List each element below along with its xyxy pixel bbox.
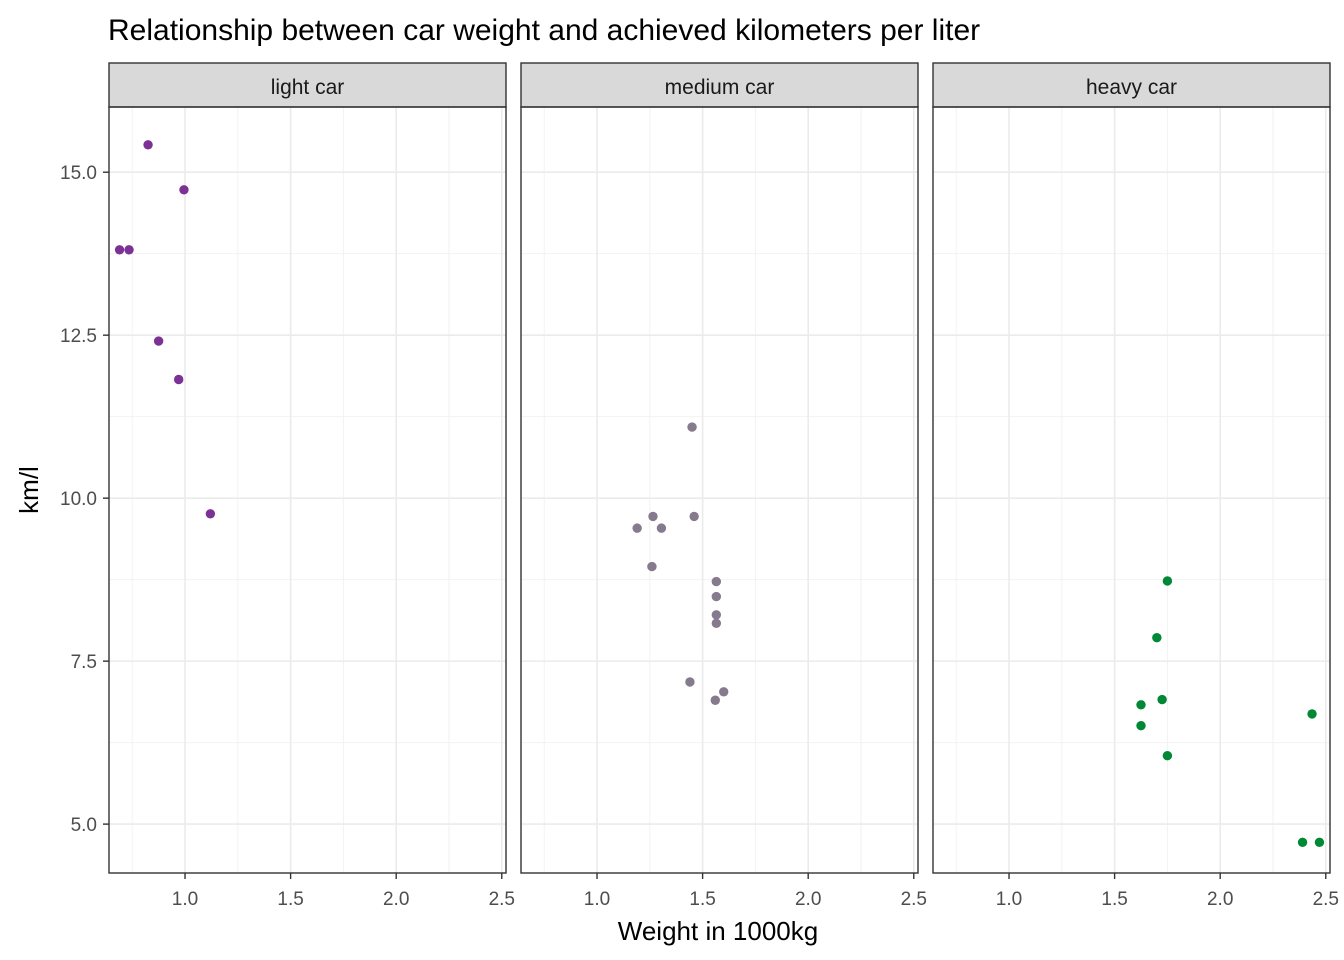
data-point bbox=[710, 695, 720, 705]
x-tick-label: 1.5 bbox=[1101, 889, 1127, 910]
data-point bbox=[711, 610, 722, 620]
panel-border bbox=[108, 106, 507, 874]
data-point bbox=[648, 511, 658, 522]
x-tick-label: 2.0 bbox=[795, 889, 821, 910]
data-point bbox=[153, 336, 164, 346]
x-tick-label: 2.5 bbox=[489, 889, 515, 910]
data-point bbox=[124, 245, 134, 255]
data-point bbox=[1307, 709, 1317, 719]
facet-panels: light car 1.0 1.5 2.0 2.5 medium car 1.0 1.5 2.0… bbox=[108, 62, 1339, 910]
x-axis-title: Weight in 1000kg bbox=[618, 916, 818, 946]
data-point bbox=[656, 523, 667, 533]
data-point bbox=[1157, 694, 1167, 705]
facet-panel-2: heavy car 1.0 1.5 2.0 2.5 bbox=[932, 62, 1339, 910]
chart-title: Relationship between car weight and achi… bbox=[108, 14, 980, 47]
data-point bbox=[719, 687, 729, 697]
data-point bbox=[1152, 632, 1162, 643]
data-point bbox=[1162, 750, 1173, 761]
data-point bbox=[711, 576, 722, 587]
data-point bbox=[173, 374, 184, 385]
x-tick-label: 1.5 bbox=[689, 889, 715, 910]
y-tick-label: 15.0 bbox=[60, 163, 97, 184]
data-point bbox=[647, 561, 657, 572]
y-axis-title: km/l bbox=[14, 466, 44, 514]
y-tick-label: 10.0 bbox=[60, 489, 97, 510]
x-tick-label: 1.5 bbox=[277, 889, 303, 910]
data-point bbox=[1314, 837, 1325, 848]
panel-border bbox=[520, 106, 919, 874]
data-point bbox=[687, 422, 697, 432]
facet-panel-1: medium car 1.0 1.5 2.0 2.5 bbox=[520, 62, 927, 910]
data-point bbox=[1136, 700, 1146, 710]
data-point bbox=[711, 591, 722, 602]
data-point bbox=[711, 618, 722, 629]
panel-background bbox=[933, 107, 1330, 873]
y-tick-label: 7.5 bbox=[71, 652, 97, 673]
data-point bbox=[205, 509, 216, 519]
x-tick-label: 1.0 bbox=[584, 889, 610, 910]
facet-strip bbox=[108, 62, 507, 108]
panel-background bbox=[521, 107, 918, 873]
data-point bbox=[179, 185, 189, 195]
facet-strip-label: medium car bbox=[665, 76, 775, 99]
panel-background bbox=[109, 107, 506, 873]
panel-border bbox=[932, 106, 1331, 874]
data-point bbox=[632, 523, 642, 533]
x-tick-label: 2.5 bbox=[901, 889, 927, 910]
x-tick-label: 2.0 bbox=[383, 889, 409, 910]
x-tick-label: 1.0 bbox=[996, 889, 1022, 910]
x-tick-label: 2.5 bbox=[1313, 889, 1339, 910]
data-point bbox=[1297, 837, 1308, 848]
facet-panel-0: light car 1.0 1.5 2.0 2.5 bbox=[108, 62, 515, 910]
data-point bbox=[689, 511, 699, 522]
y-tick-label: 5.0 bbox=[71, 815, 97, 836]
facet-strip-label: light car bbox=[271, 76, 345, 99]
data-point bbox=[143, 140, 153, 150]
facet-strip-label: heavy car bbox=[1086, 76, 1177, 99]
y-tick-label: 12.5 bbox=[60, 326, 97, 347]
facet-strip bbox=[520, 62, 919, 108]
x-tick-label: 1.0 bbox=[172, 889, 198, 910]
data-point bbox=[1136, 720, 1146, 731]
y-axis: 5.0 7.5 10.0 12.5 15.0 bbox=[60, 163, 109, 836]
x-tick-label: 2.0 bbox=[1207, 889, 1233, 910]
data-point bbox=[685, 677, 695, 687]
data-point bbox=[114, 245, 125, 255]
data-point bbox=[1162, 576, 1173, 586]
